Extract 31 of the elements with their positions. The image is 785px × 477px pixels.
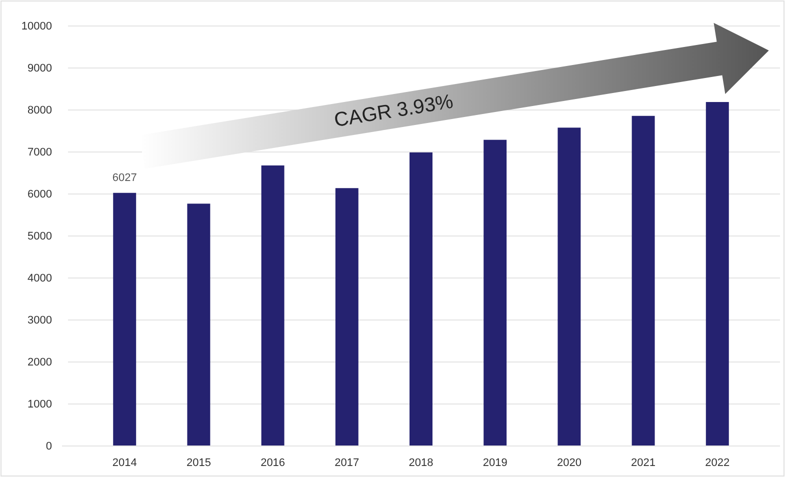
- x-tick-label: 2022: [705, 456, 730, 469]
- x-tick-label: 2018: [408, 456, 434, 469]
- x-tick-label: 2020: [556, 456, 582, 469]
- x-tick-label: 2019: [482, 456, 508, 469]
- bar: [706, 102, 729, 446]
- y-tick-label: 4000: [28, 272, 52, 285]
- x-tick-label: 2017: [334, 456, 360, 469]
- x-tick-label: 2021: [631, 456, 656, 469]
- y-tick-label: 0: [46, 440, 52, 453]
- bar: [558, 128, 581, 446]
- bar: [410, 152, 432, 446]
- bar: [335, 188, 358, 446]
- x-tick-label: 2016: [260, 456, 286, 469]
- y-tick-label: 1000: [28, 398, 52, 411]
- data-label: 6027: [112, 172, 137, 184]
- bar: [632, 116, 655, 446]
- y-tick-label: 3000: [28, 314, 52, 327]
- x-tick-label: 2014: [112, 456, 137, 469]
- y-tick-label: 10000: [21, 20, 52, 33]
- x-tick-label: 2015: [186, 456, 211, 469]
- y-tick-label: 9000: [28, 62, 52, 75]
- y-tick-label: 7000: [28, 146, 52, 159]
- bar: [187, 204, 210, 446]
- bar: [113, 192, 136, 446]
- y-tick-label: 5000: [28, 230, 52, 243]
- y-tick-label: 6000: [28, 188, 52, 201]
- bar: [261, 165, 284, 446]
- y-tick-label: 2000: [28, 356, 52, 369]
- y-tick-label: 8000: [28, 104, 52, 117]
- bar: [484, 140, 507, 446]
- annotation: CAGR 3.93%: [332, 90, 455, 132]
